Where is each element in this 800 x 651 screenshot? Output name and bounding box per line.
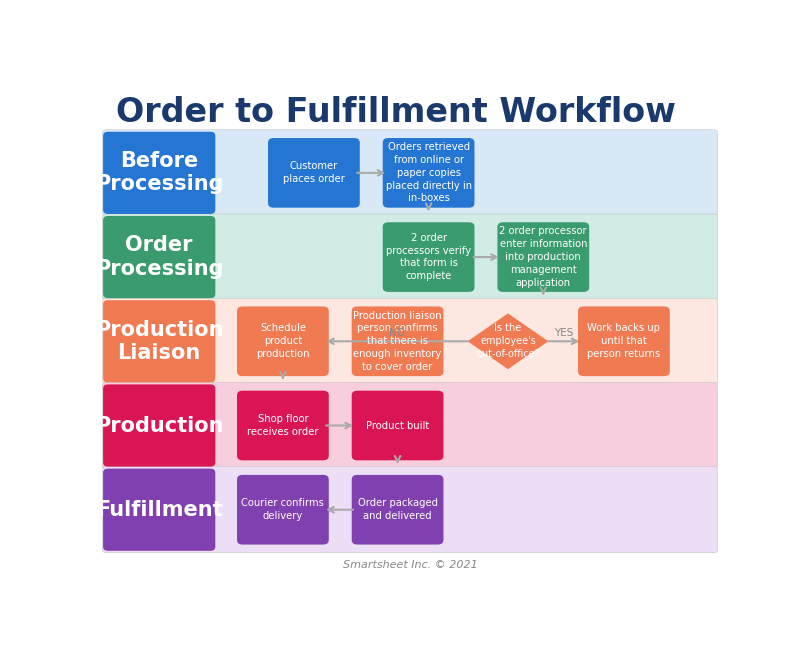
Text: Courier confirms
delivery: Courier confirms delivery [242, 498, 324, 521]
FancyBboxPatch shape [237, 307, 329, 376]
FancyBboxPatch shape [102, 130, 718, 216]
FancyBboxPatch shape [103, 300, 215, 382]
FancyBboxPatch shape [102, 298, 718, 384]
Text: YES: YES [554, 327, 574, 338]
Text: NO: NO [389, 327, 405, 338]
Text: Smartsheet Inc. © 2021: Smartsheet Inc. © 2021 [342, 561, 478, 570]
FancyBboxPatch shape [498, 222, 589, 292]
Text: Customer
places order: Customer places order [283, 161, 345, 184]
FancyBboxPatch shape [237, 391, 329, 460]
FancyBboxPatch shape [103, 216, 215, 298]
Text: Product built: Product built [366, 421, 430, 430]
Text: Work backs up
until that
person returns: Work backs up until that person returns [587, 324, 661, 359]
FancyBboxPatch shape [103, 132, 215, 214]
Text: Order packaged
and delivered: Order packaged and delivered [358, 498, 438, 521]
Polygon shape [468, 313, 548, 369]
Text: Fulfillment: Fulfillment [96, 500, 222, 519]
FancyBboxPatch shape [352, 391, 443, 460]
Text: Production
Liaison: Production Liaison [95, 320, 223, 363]
Text: Production: Production [95, 415, 223, 436]
FancyBboxPatch shape [578, 307, 670, 376]
Text: Production liaison
person confirms
that there is
enough inventory
to cover order: Production liaison person confirms that … [354, 311, 442, 372]
Text: Shop floor
receives order: Shop floor receives order [247, 414, 318, 437]
Text: Orders retrieved
from online or
paper copies
placed directly in
in-boxes: Orders retrieved from online or paper co… [386, 143, 472, 204]
Text: Schedule
product
production: Schedule product production [256, 324, 310, 359]
FancyBboxPatch shape [382, 222, 474, 292]
FancyBboxPatch shape [103, 384, 215, 467]
FancyBboxPatch shape [103, 469, 215, 551]
Text: Order to Fulfillment Workflow: Order to Fulfillment Workflow [115, 96, 675, 129]
FancyBboxPatch shape [352, 307, 443, 376]
FancyBboxPatch shape [237, 475, 329, 544]
Text: Is the
employee's
out-of-office?: Is the employee's out-of-office? [476, 324, 540, 359]
Text: Order
Processing: Order Processing [95, 236, 223, 279]
FancyBboxPatch shape [352, 475, 443, 544]
FancyBboxPatch shape [268, 138, 360, 208]
FancyBboxPatch shape [102, 382, 718, 469]
FancyBboxPatch shape [382, 138, 474, 208]
FancyBboxPatch shape [102, 467, 718, 553]
FancyBboxPatch shape [102, 214, 718, 300]
Text: 2 order
processors verify
that form is
complete: 2 order processors verify that form is c… [386, 233, 471, 281]
Text: 2 order processor
enter information
into production
management
application: 2 order processor enter information into… [499, 227, 587, 288]
Text: Before
Processing: Before Processing [95, 151, 223, 195]
